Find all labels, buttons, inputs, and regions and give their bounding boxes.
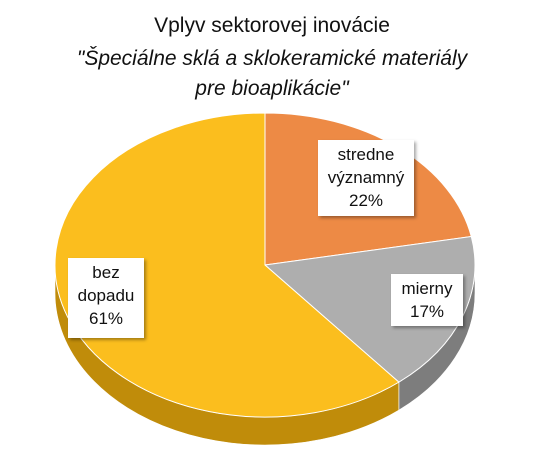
label-line2: významný xyxy=(327,168,405,187)
pie-slice-2 xyxy=(54,112,400,418)
label-value: 22% xyxy=(348,191,384,210)
slice-label-bez-dopadu: bez dopadu 61% xyxy=(68,258,144,338)
label-line1: bez xyxy=(92,263,120,282)
label-line2: dopadu xyxy=(77,286,135,305)
label-value: 17% xyxy=(409,302,445,321)
label-value: 61% xyxy=(88,309,124,328)
slice-label-stredne-vyznamny: stredne významný 22% xyxy=(318,140,414,216)
chart-title: Vplyv sektorovej inovácie xyxy=(154,14,390,37)
label-line1: stredne xyxy=(337,145,395,164)
label-line1: mierny xyxy=(401,279,453,298)
chart-subtitle-line1: "Špeciálne sklá a sklokeramické materiál… xyxy=(76,47,468,70)
slice-label-mierny: mierny 17% xyxy=(391,274,463,326)
chart-subtitle-line2: pre bioaplikácie" xyxy=(195,77,349,100)
